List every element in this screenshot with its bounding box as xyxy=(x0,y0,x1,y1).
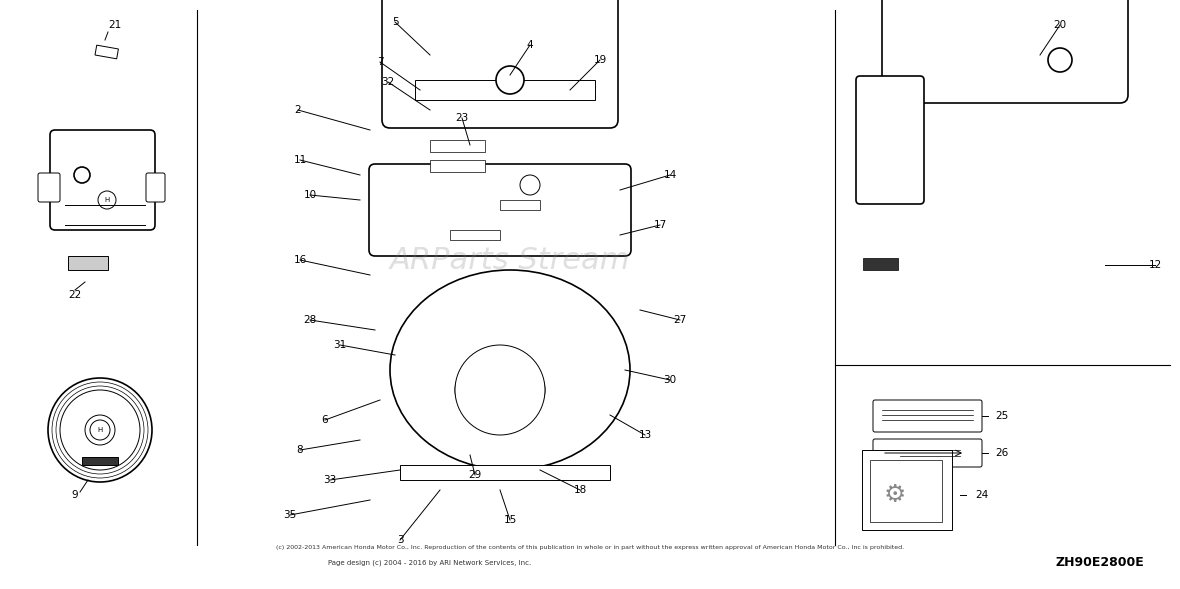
Text: 21: 21 xyxy=(109,20,122,30)
Bar xyxy=(500,200,540,210)
Text: 3: 3 xyxy=(396,535,404,545)
Circle shape xyxy=(455,345,545,435)
Text: 2: 2 xyxy=(295,105,301,115)
FancyBboxPatch shape xyxy=(856,76,924,204)
Circle shape xyxy=(90,420,110,440)
Circle shape xyxy=(74,167,90,183)
Bar xyxy=(870,460,942,522)
Text: 12: 12 xyxy=(1148,260,1161,270)
Text: 30: 30 xyxy=(663,375,676,385)
Bar xyxy=(400,465,610,480)
Text: 10: 10 xyxy=(303,190,316,200)
FancyBboxPatch shape xyxy=(369,164,631,256)
Text: ZH90E2800E: ZH90E2800E xyxy=(1056,557,1145,570)
Bar xyxy=(68,256,109,270)
Bar xyxy=(415,80,595,100)
FancyBboxPatch shape xyxy=(38,173,60,202)
Text: 17: 17 xyxy=(654,220,667,230)
FancyBboxPatch shape xyxy=(146,173,165,202)
Text: 31: 31 xyxy=(334,340,347,350)
Text: 33: 33 xyxy=(323,475,336,485)
Text: 32: 32 xyxy=(381,77,394,87)
Text: H: H xyxy=(98,427,103,433)
Bar xyxy=(863,258,898,270)
Circle shape xyxy=(98,191,116,209)
Text: 20: 20 xyxy=(1054,20,1067,30)
FancyBboxPatch shape xyxy=(873,400,982,432)
Circle shape xyxy=(48,378,152,482)
Bar xyxy=(450,230,500,240)
Circle shape xyxy=(60,390,140,470)
Circle shape xyxy=(496,66,524,94)
Text: Page design (c) 2004 - 2016 by ARI Network Services, Inc.: Page design (c) 2004 - 2016 by ARI Netwo… xyxy=(328,560,532,566)
Text: 24: 24 xyxy=(975,490,989,500)
Text: ARParts Stream: ARParts Stream xyxy=(389,246,630,274)
Bar xyxy=(96,45,118,59)
FancyBboxPatch shape xyxy=(873,439,982,467)
Text: (c) 2002-2013 American Honda Motor Co., Inc. Reproduction of the contents of thi: (c) 2002-2013 American Honda Motor Co., … xyxy=(276,545,904,551)
Text: 18: 18 xyxy=(573,485,586,495)
Circle shape xyxy=(85,415,114,445)
Text: 29: 29 xyxy=(468,470,481,480)
Text: ⚙: ⚙ xyxy=(884,483,906,507)
Text: 6: 6 xyxy=(322,415,328,425)
Text: 14: 14 xyxy=(663,170,676,180)
Text: 7: 7 xyxy=(376,57,384,67)
Text: 27: 27 xyxy=(674,315,687,325)
Circle shape xyxy=(1048,48,1071,72)
Text: 5: 5 xyxy=(392,17,399,27)
Text: 28: 28 xyxy=(303,315,316,325)
Text: ™: ™ xyxy=(578,251,592,265)
Text: 8: 8 xyxy=(296,445,303,455)
Ellipse shape xyxy=(391,270,630,470)
Circle shape xyxy=(520,175,540,195)
Text: 4: 4 xyxy=(526,40,533,50)
FancyBboxPatch shape xyxy=(382,0,618,128)
Text: 9: 9 xyxy=(72,490,78,500)
Text: 13: 13 xyxy=(638,430,651,440)
Text: 35: 35 xyxy=(283,510,296,520)
Text: 22: 22 xyxy=(68,290,81,300)
Bar xyxy=(430,160,485,172)
FancyBboxPatch shape xyxy=(881,0,1128,103)
Text: 11: 11 xyxy=(294,155,307,165)
FancyBboxPatch shape xyxy=(50,130,155,230)
Text: 23: 23 xyxy=(455,113,468,123)
Bar xyxy=(81,457,118,465)
Text: H: H xyxy=(104,197,110,203)
Bar xyxy=(430,140,485,152)
Bar xyxy=(863,450,952,530)
Ellipse shape xyxy=(455,355,545,425)
Text: 15: 15 xyxy=(504,515,517,525)
Text: 16: 16 xyxy=(294,255,307,265)
Text: 25: 25 xyxy=(995,411,1008,421)
Text: 26: 26 xyxy=(995,448,1008,458)
Text: 19: 19 xyxy=(594,55,607,65)
